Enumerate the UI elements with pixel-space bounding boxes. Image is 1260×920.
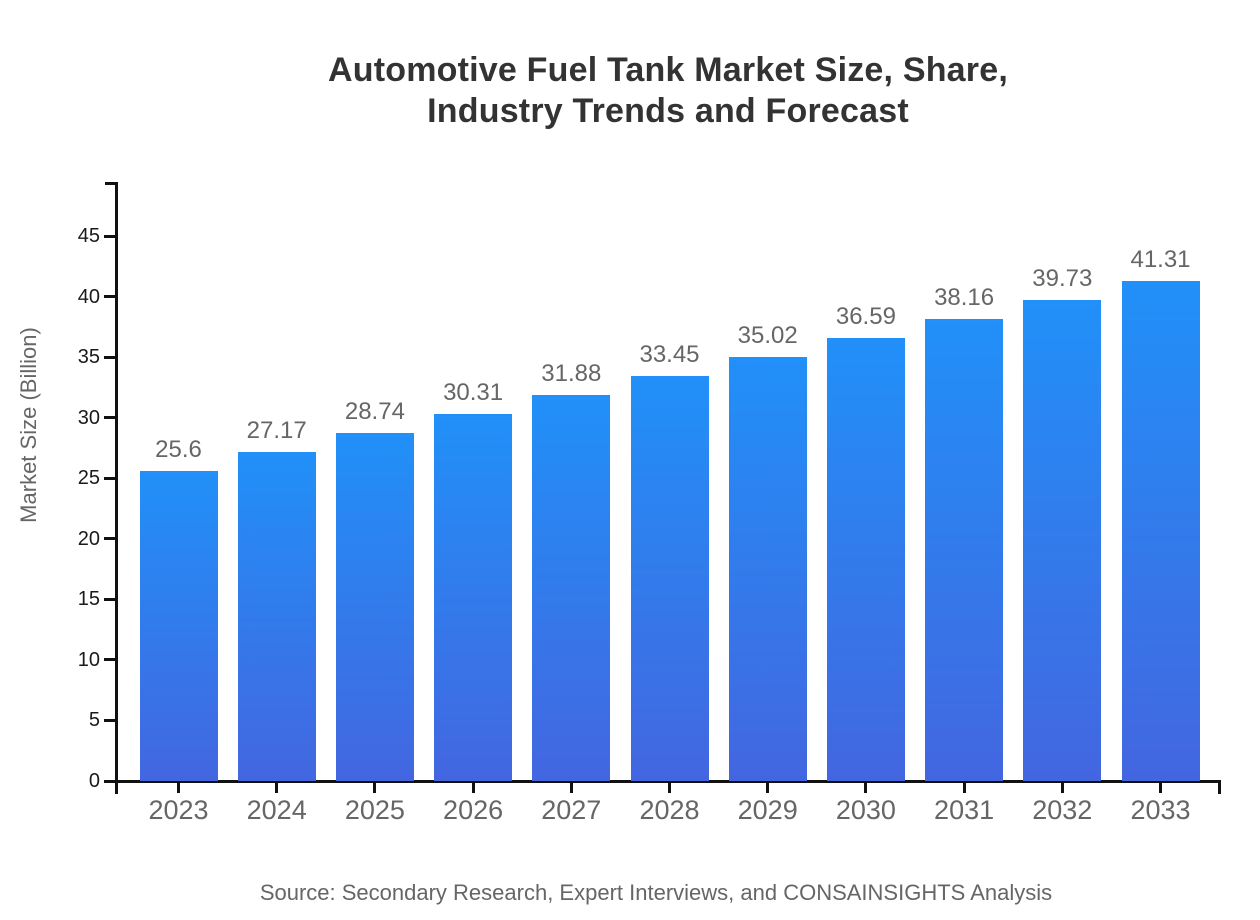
y-tick-label: 25 [77,467,100,490]
x-tick-mark [569,782,573,793]
y-tick-label: 0 [88,770,100,792]
x-tick-label: 2024 [246,795,307,825]
y-tick-label: 30 [77,406,100,429]
x-tick-label: 2026 [443,795,504,825]
bar [434,413,513,781]
x-tick-mark [864,782,868,793]
bar-value-label: 25.6 [155,435,202,463]
bar-value-label: 31.88 [541,359,602,387]
bar [1023,299,1102,781]
y-tick-mark [104,416,117,420]
x-tick-label: 2033 [1130,795,1191,825]
y-axis-end-cap [105,182,118,185]
x-axis-line [105,779,1221,783]
bar-value-label: 35.02 [737,321,798,349]
x-tick-label: 2031 [934,795,995,825]
bar [139,470,218,781]
y-tick-label: 35 [77,346,100,369]
y-tick-mark [104,476,117,480]
x-tick-mark [373,782,377,793]
x-tick-label: 2029 [737,795,798,825]
y-tick-mark [104,295,117,299]
bar-value-label: 39.73 [1032,264,1093,292]
bar [335,432,414,781]
x-tick-label: 2027 [541,795,602,825]
bar-value-label: 30.31 [443,378,504,406]
chart-title-line1: Automotive Fuel Tank Market Size, Share, [328,51,1008,89]
bar-value-label: 36.59 [835,302,896,330]
x-tick-mark [1159,782,1162,793]
bar [532,394,611,781]
y-tick-mark [104,779,117,783]
y-tick-label: 45 [77,225,100,247]
chart-title: Automotive Fuel Tank Market Size, Share,… [76,50,1260,132]
x-tick-mark [668,782,671,793]
bar-value-label: 27.17 [246,416,307,444]
bar-value-label: 41.31 [1130,245,1191,273]
x-tick-mark [275,782,279,793]
source-caption: Source: Secondary Research, Expert Inter… [259,880,1053,905]
x-tick-label: 2025 [344,795,405,825]
y-tick-label: 5 [88,709,100,732]
y-tick-mark [104,718,117,722]
bar-value-label: 28.74 [344,397,405,425]
x-tick-label: 2030 [835,795,896,825]
y-tick-mark [104,234,117,238]
x-tick-label: 2032 [1032,795,1093,825]
y-tick-label: 40 [77,285,100,308]
y-tick-mark [104,658,117,662]
bar [925,318,1004,781]
bar-value-label: 38.16 [934,283,995,311]
x-axis-end-cap [1218,782,1221,794]
x-tick-label: 2023 [148,795,209,825]
y-tick-label: 10 [77,648,100,671]
bar [1121,280,1200,781]
y-tick-label: 15 [77,588,100,611]
y-tick-mark [104,537,117,541]
bar-value-label: 33.45 [639,340,700,368]
chart-title-line2: Industry Trends and Forecast [427,92,909,130]
x-tick-mark [962,782,966,793]
x-tick-mark [177,782,180,793]
y-tick-mark [104,597,117,601]
bar [630,375,709,781]
y-tick-label: 20 [77,527,100,550]
x-tick-mark [766,782,770,793]
y-axis-line [115,182,118,794]
bar [728,356,807,781]
x-tick-label: 2028 [639,795,700,825]
bar [237,451,316,781]
x-tick-mark [471,782,475,793]
x-tick-mark [1060,782,1064,793]
bar [826,337,905,781]
y-tick-mark [104,355,117,359]
